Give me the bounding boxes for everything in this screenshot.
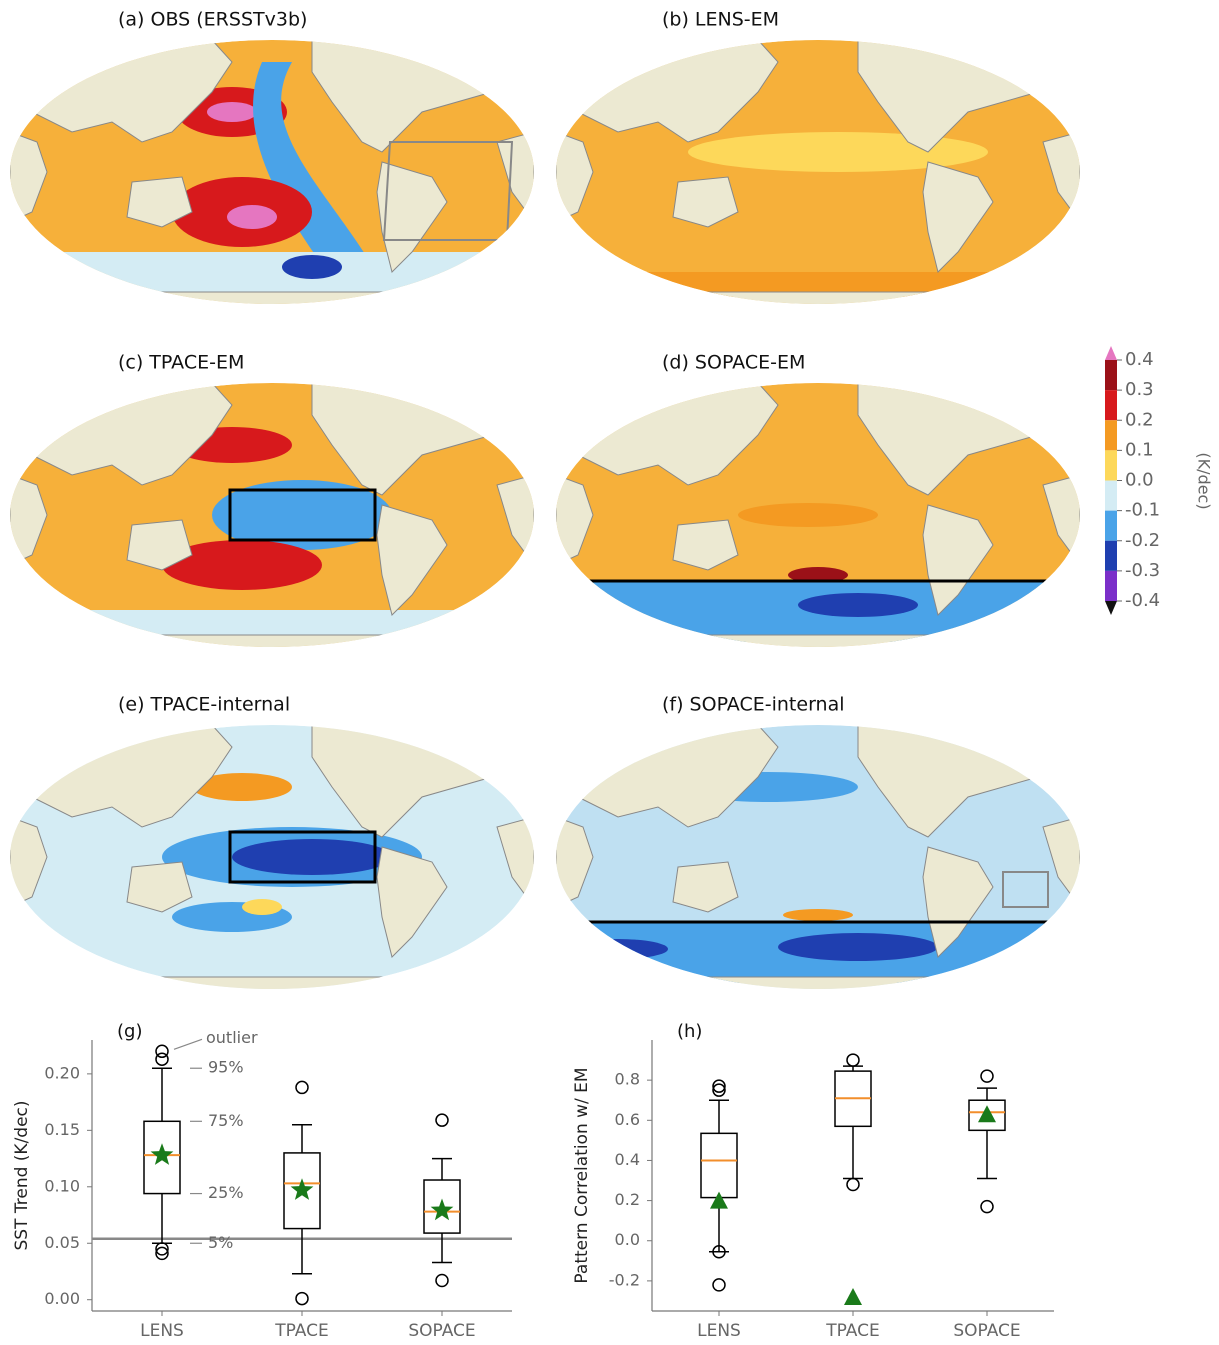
flier bbox=[156, 1053, 168, 1065]
annotation: outlier bbox=[206, 1028, 258, 1047]
colorbar-extend bbox=[1105, 346, 1117, 360]
y-tick-label: 0.4 bbox=[615, 1150, 640, 1169]
y-tick-label: 0.10 bbox=[44, 1176, 80, 1195]
colorbar-tick-label: -0.1 bbox=[1125, 500, 1160, 521]
x-tick-label: LENS bbox=[140, 1321, 184, 1341]
mean-marker bbox=[710, 1192, 728, 1209]
colorbar-segment bbox=[1105, 420, 1117, 450]
x-tick-label: TPACE bbox=[274, 1321, 329, 1341]
panel-label: (h) bbox=[677, 1021, 702, 1042]
colorbar-segment bbox=[1105, 511, 1117, 541]
y-tick-label: -0.2 bbox=[609, 1270, 640, 1289]
flier bbox=[713, 1279, 725, 1291]
annotation: 95% bbox=[208, 1058, 244, 1077]
map-title: (a) OBS (ERSSTv3b) bbox=[118, 9, 307, 31]
flier bbox=[436, 1275, 448, 1287]
colorbar-segment bbox=[1105, 481, 1117, 511]
map bbox=[10, 383, 534, 649]
y-tick-label: 0.15 bbox=[44, 1120, 80, 1139]
colorbar-segment bbox=[1105, 571, 1117, 601]
map-title: (e) TPACE-internal bbox=[118, 694, 290, 716]
y-tick-label: 0.6 bbox=[615, 1110, 640, 1129]
figure: (a) OBS (ERSSTv3b) (b) LENS-EM (c) TPACE… bbox=[0, 0, 1219, 1341]
panel-label: (g) bbox=[117, 1021, 142, 1042]
flier bbox=[296, 1293, 308, 1305]
colorbar-tick-label: -0.4 bbox=[1125, 590, 1160, 611]
mean-marker bbox=[431, 1199, 454, 1221]
map-title: (c) TPACE-EM bbox=[118, 352, 244, 374]
y-tick-label: 0.20 bbox=[44, 1063, 80, 1082]
mean-marker bbox=[291, 1178, 314, 1200]
x-tick-label: SOPACE bbox=[408, 1321, 475, 1341]
colorbar-label: (K/dec) bbox=[1195, 452, 1214, 509]
flier bbox=[436, 1114, 448, 1126]
colorbar-segment bbox=[1105, 390, 1117, 420]
annotation: 5% bbox=[208, 1233, 233, 1252]
annotation: 75% bbox=[208, 1111, 244, 1130]
box bbox=[701, 1133, 737, 1197]
y-tick-label: 0.00 bbox=[44, 1289, 80, 1308]
colorbar-tick-label: 0.2 bbox=[1125, 409, 1154, 430]
y-axis-label: Pattern Correlation w/ EM bbox=[572, 1067, 592, 1283]
colorbar-tick-label: -0.2 bbox=[1125, 530, 1160, 551]
mean-marker bbox=[151, 1143, 174, 1165]
colorbar-tick-label: -0.3 bbox=[1125, 560, 1160, 581]
flier bbox=[981, 1201, 993, 1213]
y-tick-label: 0.2 bbox=[615, 1190, 640, 1209]
flier bbox=[847, 1179, 859, 1191]
y-tick-label: 0.8 bbox=[615, 1070, 640, 1089]
mean-marker bbox=[844, 1288, 862, 1305]
map bbox=[10, 725, 534, 991]
mean-marker bbox=[978, 1105, 996, 1122]
y-tick-label: 0.0 bbox=[615, 1230, 640, 1249]
map-title: (d) SOPACE-EM bbox=[662, 352, 805, 374]
colorbar-extend bbox=[1105, 601, 1117, 615]
y-tick-label: 0.05 bbox=[44, 1233, 80, 1252]
map bbox=[556, 383, 1080, 649]
map-panels: (a) OBS (ERSSTv3b) (b) LENS-EM (c) TPACE… bbox=[10, 9, 1080, 992]
colorbar-tick-label: 0.0 bbox=[1125, 470, 1154, 491]
map bbox=[556, 725, 1080, 991]
colorbar-tick-label: 0.4 bbox=[1125, 349, 1154, 370]
map bbox=[10, 40, 534, 306]
map-title: (b) LENS-EM bbox=[662, 9, 779, 31]
flier bbox=[296, 1081, 308, 1093]
map bbox=[556, 40, 1080, 306]
flier bbox=[981, 1070, 993, 1082]
annotation-arrow bbox=[174, 1039, 202, 1049]
map-title: (f) SOPACE-internal bbox=[662, 694, 845, 716]
y-axis-label: SST Trend (K/dec) bbox=[12, 1100, 32, 1250]
annotation: 25% bbox=[208, 1183, 244, 1202]
flier bbox=[847, 1054, 859, 1066]
x-tick-label: TPACE bbox=[825, 1321, 880, 1341]
colorbar-tick-label: 0.1 bbox=[1125, 439, 1154, 460]
x-tick-label: LENS bbox=[697, 1321, 741, 1341]
colorbar-segment bbox=[1105, 360, 1117, 390]
colorbar-segment bbox=[1105, 450, 1117, 480]
colorbar-tick-label: 0.3 bbox=[1125, 379, 1154, 400]
colorbar-segment bbox=[1105, 541, 1117, 571]
x-tick-label: SOPACE bbox=[953, 1321, 1020, 1341]
